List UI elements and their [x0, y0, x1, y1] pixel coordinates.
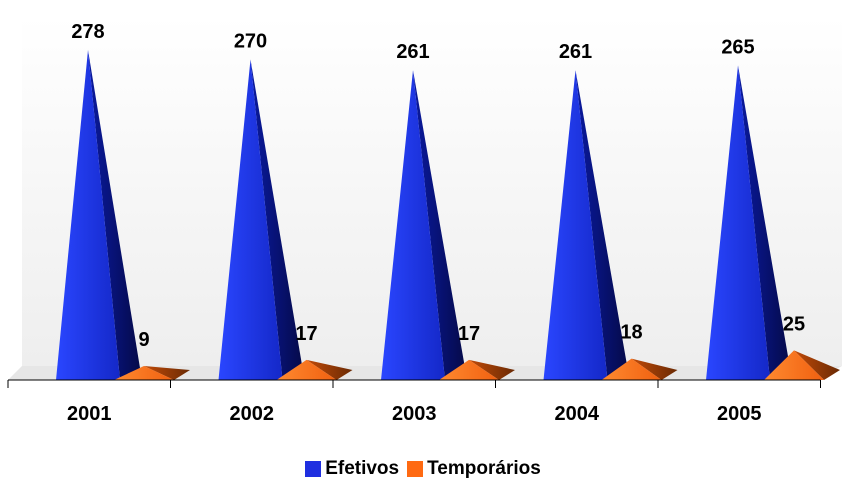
bar-temporarios-2003 — [439, 359, 515, 380]
data-label-temporarios-2004: 18 — [620, 322, 642, 344]
data-label-efetivos-2001: 278 — [71, 21, 104, 43]
x-tick-label-2005: 2005 — [717, 403, 762, 425]
legend-swatch-temporarios — [407, 461, 424, 477]
bar-temporarios-2001 — [114, 366, 190, 380]
x-tick-label-2004: 2004 — [555, 403, 600, 425]
data-label-efetivos-2003: 261 — [396, 41, 429, 63]
data-label-temporarios-2002: 17 — [295, 323, 317, 345]
legend: Efetivos Temporários — [0, 456, 846, 482]
bar-temporarios-2004 — [601, 358, 678, 380]
data-label-temporarios-2001: 9 — [138, 329, 149, 351]
x-tick-label-2002: 2002 — [230, 403, 275, 425]
data-label-efetivos-2004: 261 — [559, 41, 592, 63]
x-tick-label-2001: 2001 — [67, 403, 112, 425]
pyramid-bar-chart: 2001 2002 2003 2004 2005 278 9 270 17 261 17 261 18… — [7, 16, 842, 425]
bar-temporarios-2005 — [764, 350, 840, 380]
bar-temporarios-2002 — [276, 359, 353, 380]
bar-efetivos-2004 — [543, 70, 628, 380]
x-tick-label-2003: 2003 — [392, 403, 437, 425]
data-label-efetivos-2005: 265 — [721, 36, 754, 58]
legend-label-temporarios: Temporários — [427, 458, 541, 479]
bar-efetivos-2002 — [218, 59, 303, 381]
bar-efetivos-2005 — [706, 65, 790, 381]
bar-efetivos-2001 — [56, 50, 140, 380]
data-label-efetivos-2002: 270 — [234, 30, 267, 52]
legend-label-efetivos: Efetivos — [325, 458, 400, 479]
data-label-temporarios-2003: 17 — [458, 323, 480, 345]
legend-swatch-efetivos — [305, 461, 322, 477]
data-label-temporarios-2005: 25 — [783, 313, 805, 335]
bar-efetivos-2003 — [381, 70, 465, 380]
legend-item-temporarios: Temporários — [407, 458, 541, 480]
legend-item-efetivos: Efetivos — [305, 458, 399, 480]
